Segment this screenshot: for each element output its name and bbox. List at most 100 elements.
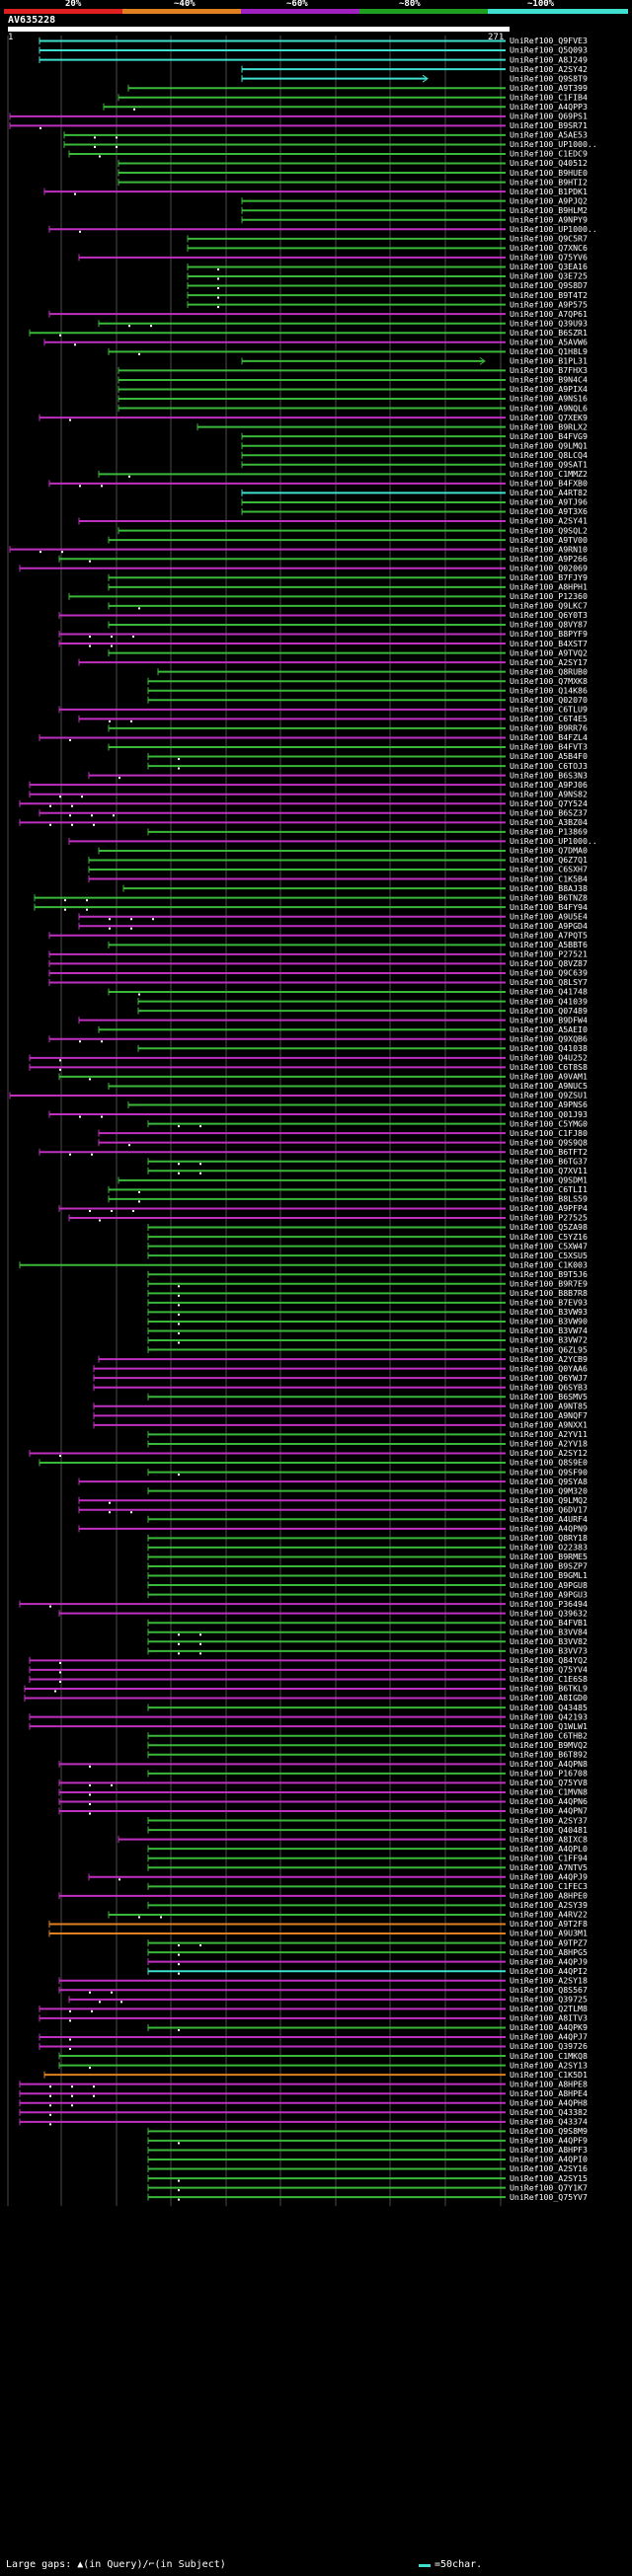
hit-row[interactable]: UniRef100_A9PJ06 [29, 780, 588, 790]
hit-label[interactable]: UniRef100_B9SZP7 [510, 1561, 588, 1571]
hit-label[interactable]: UniRef100_B9SR71 [510, 120, 588, 130]
hit-row[interactable]: UniRef100_Q7XV11 [147, 1166, 588, 1175]
hit-row[interactable]: UniRef100_Q8S9E0 [39, 1458, 588, 1468]
hit-label[interactable]: UniRef100_Q14K86 [510, 685, 588, 695]
hit-row[interactable]: UniRef100_Q9S8D7 [187, 280, 588, 290]
hit-row[interactable]: UniRef100_A9NXX1 [93, 1420, 588, 1430]
hit-label[interactable]: UniRef100_A9NPY9 [510, 214, 588, 224]
hit-label[interactable]: UniRef100_A2YV11 [510, 1429, 588, 1439]
hit-row[interactable]: UniRef100_A5AEI0 [98, 1024, 588, 1034]
hit-row[interactable]: UniRef100_Q9SF90 [147, 1467, 588, 1477]
hit-row[interactable]: UniRef100_Q3EA16 [187, 262, 588, 271]
hit-row[interactable]: UniRef100_A9NUC5 [108, 1081, 588, 1091]
hit-row[interactable]: UniRef100_A4QPP3 [103, 102, 588, 112]
hit-row[interactable]: UniRef100_B4FY94 [34, 902, 588, 912]
hit-label[interactable]: UniRef100_C6T8S8 [510, 1062, 588, 1072]
hit-row[interactable]: UniRef100_C5XSU5 [147, 1250, 588, 1260]
hit-label[interactable]: UniRef100_A4QPJ9 [510, 1956, 588, 1966]
hit-row[interactable]: UniRef100_B9SR71 [9, 120, 588, 130]
hit-label[interactable]: UniRef100_Q8VZ87 [510, 958, 588, 968]
hit-row[interactable]: UniRef100_A2SY41 [78, 516, 588, 526]
hit-label[interactable]: UniRef100_A9P575 [510, 299, 588, 309]
hit-label[interactable]: UniRef100_A4QPJ9 [510, 1872, 588, 1882]
hit-label[interactable]: UniRef100_Q43485 [510, 1703, 588, 1712]
hit-label[interactable]: UniRef100_A4QPL0 [510, 1844, 588, 1854]
hit-row[interactable]: UniRef100_Q9FVE3 [39, 36, 588, 45]
hit-label[interactable]: UniRef100_Q8LCQ4 [510, 450, 588, 460]
hit-row[interactable]: UniRef100_A2SY17 [78, 657, 588, 667]
hit-label[interactable]: UniRef100_A9T3X6 [510, 506, 588, 516]
hit-label[interactable]: UniRef100_A5B4F0 [510, 751, 588, 761]
hit-row[interactable]: UniRef100_A9PNS6 [127, 1099, 588, 1109]
hit-row[interactable]: UniRef100_Q39U93 [98, 318, 588, 328]
hit-label[interactable]: UniRef100_A9PGU3 [510, 1589, 588, 1599]
hit-row[interactable]: UniRef100_A9P266 [58, 554, 588, 564]
hit-row[interactable]: UniRef100_A2YV11 [147, 1429, 588, 1439]
hit-row[interactable]: UniRef100_A2SY18 [58, 1975, 588, 1985]
hit-label[interactable]: UniRef100_Q7DMA0 [510, 846, 588, 856]
hit-label[interactable]: UniRef100_A9PFP4 [510, 1203, 588, 1213]
hit-row[interactable]: UniRef100_B8PYF9 [58, 629, 588, 639]
hit-label[interactable]: UniRef100_Q39U93 [510, 318, 588, 328]
hit-label[interactable]: UniRef100_Q5ZA98 [510, 1222, 588, 1232]
hit-row[interactable]: UniRef100_Q8VZ87 [48, 958, 588, 968]
hit-row[interactable]: UniRef100_A2YV18 [147, 1439, 588, 1449]
hit-label[interactable]: UniRef100_A7PQT5 [510, 931, 588, 941]
hit-label[interactable]: UniRef100_A5AVW6 [510, 337, 588, 346]
hit-label[interactable]: UniRef100_C1E6S8 [510, 1674, 588, 1684]
hit-row[interactable]: UniRef100_A9TPZ7 [147, 1937, 588, 1947]
hit-label[interactable]: UniRef100_A8HPE4 [510, 2088, 588, 2098]
hit-row[interactable]: UniRef100_B3VW72 [147, 1335, 588, 1345]
hit-label[interactable]: UniRef100_Q9SYA8 [510, 1477, 588, 1486]
hit-label[interactable]: UniRef100_C1FF94 [510, 1853, 588, 1862]
hit-row[interactable]: UniRef100_Q1WLW1 [29, 1721, 588, 1731]
hit-label[interactable]: UniRef100_A9NUC5 [510, 1081, 588, 1091]
hit-label[interactable]: UniRef100_B3VW93 [510, 1307, 588, 1317]
hit-row[interactable]: UniRef100_C5YZ16 [147, 1232, 588, 1242]
hit-label[interactable]: UniRef100_A4QPJ7 [510, 2032, 588, 2042]
hit-row[interactable]: UniRef100_B9T4T2 [187, 290, 588, 300]
hit-row[interactable]: UniRef100_C6T8S8 [29, 1062, 588, 1072]
hit-label[interactable]: UniRef100_B9N4C4 [510, 375, 588, 385]
hit-row[interactable]: UniRef100_A8HPE8 [19, 2079, 588, 2088]
hit-row[interactable]: UniRef100_A9TV00 [108, 535, 588, 545]
hit-row[interactable]: UniRef100_B8LS59 [108, 1194, 588, 1204]
hit-row[interactable]: UniRef100_B9T5J6 [147, 1269, 588, 1279]
hit-row[interactable]: UniRef100_B9MVQ2 [147, 1740, 588, 1750]
hit-row[interactable]: UniRef100_B9GML1 [147, 1570, 588, 1580]
hit-label[interactable]: UniRef100_A9PGD4 [510, 921, 588, 931]
hit-row[interactable]: UniRef100_A4QPI2 [147, 1966, 588, 1976]
hit-label[interactable]: UniRef100_Q9LMQ1 [510, 440, 588, 450]
hit-label[interactable]: UniRef100_A9PIX4 [510, 384, 588, 394]
hit-label[interactable]: UniRef100_A2SY17 [510, 657, 588, 667]
hit-row[interactable]: UniRef100_A4QPI0 [147, 2155, 588, 2164]
hit-label[interactable]: UniRef100_B8LS59 [510, 1194, 588, 1204]
hit-label[interactable]: UniRef100_A9TVQ2 [510, 647, 588, 657]
hit-label[interactable]: UniRef100_C5XW47 [510, 1241, 588, 1250]
hit-label[interactable]: UniRef100_B1PDK1 [510, 187, 588, 196]
hit-row[interactable]: UniRef100_B3VW93 [147, 1307, 588, 1317]
hit-label[interactable]: UniRef100_A9T399 [510, 83, 588, 93]
hit-row[interactable]: UniRef100_B1PL31 [241, 356, 588, 366]
hit-label[interactable]: UniRef100_C1EDC9 [510, 149, 588, 159]
hit-label[interactable]: UniRef100_A2SY42 [510, 64, 588, 74]
hit-label[interactable]: UniRef100_B1PL31 [510, 356, 588, 366]
hit-label[interactable]: UniRef100_B3VV84 [510, 1627, 588, 1636]
hit-label[interactable]: UniRef100_A8IGD0 [510, 1693, 588, 1703]
hit-row[interactable]: UniRef100_A8HPG5 [147, 1947, 588, 1957]
hit-row[interactable]: UniRef100_Q9LKC7 [108, 601, 588, 611]
hit-label[interactable]: UniRef100_A8HPG5 [510, 1947, 588, 1957]
hit-label[interactable]: UniRef100_Q9FVE3 [510, 36, 588, 45]
hit-row[interactable]: UniRef100_Q42193 [29, 1711, 588, 1721]
hit-label[interactable]: UniRef100_Q1WLW1 [510, 1721, 588, 1731]
hit-label[interactable]: UniRef100_C5XSU5 [510, 1250, 588, 1260]
hit-row[interactable]: UniRef100_Q02069 [19, 563, 588, 572]
hit-row[interactable]: UniRef100_A9PGU3 [147, 1589, 588, 1599]
hit-label[interactable]: UniRef100_Q9SAT1 [510, 460, 588, 470]
hit-row[interactable]: UniRef100_A2SY15 [147, 2173, 588, 2183]
hit-label[interactable]: UniRef100_B8B7R8 [510, 1288, 588, 1298]
hit-label[interactable]: UniRef100_B7FHX3 [510, 365, 588, 375]
hit-label[interactable]: UniRef100_P13869 [510, 827, 588, 837]
hit-row[interactable]: UniRef100_A9U5E4 [78, 911, 588, 921]
hit-row[interactable]: UniRef100_A9NQL6 [118, 403, 588, 413]
